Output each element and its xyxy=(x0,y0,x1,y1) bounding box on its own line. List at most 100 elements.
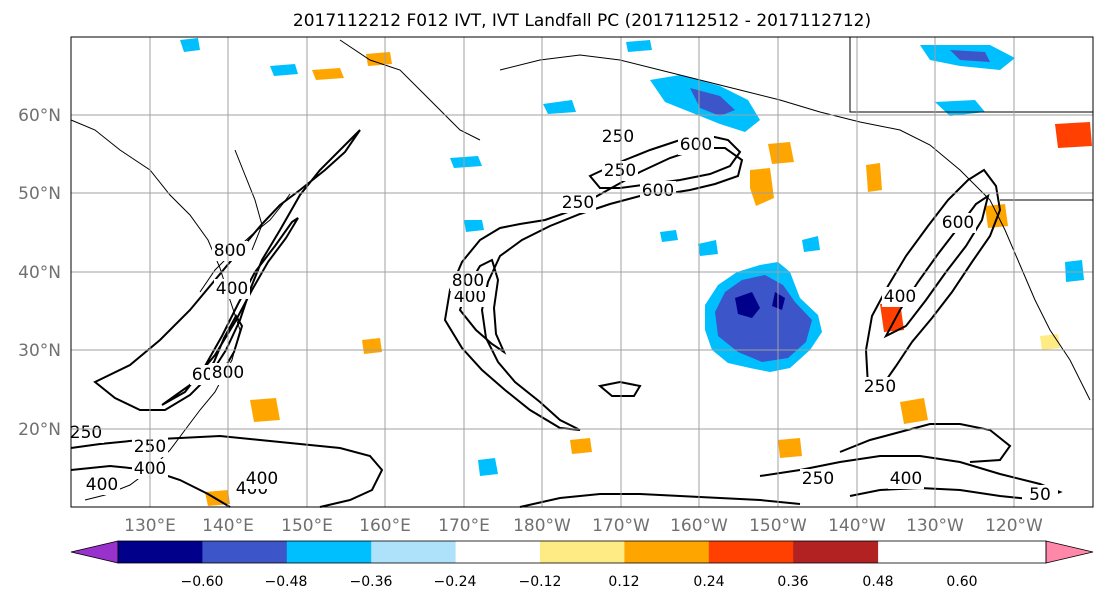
colorbar-tick-label: −0.24 xyxy=(434,574,477,590)
lat-label: 40°N xyxy=(18,263,61,283)
contour-label: 250 xyxy=(602,127,634,147)
negative-anomaly-inner xyxy=(735,292,760,318)
lon-label: 120°W xyxy=(985,516,1043,536)
contour-label-bg xyxy=(678,135,714,155)
contour-label: 400 xyxy=(890,469,922,489)
colorbar-cell xyxy=(286,541,372,563)
colorbar-tick-label: −0.48 xyxy=(265,574,308,590)
lat-label: 20°N xyxy=(18,420,61,440)
negative-anomaly-small xyxy=(478,458,498,476)
map-title: 2017112212 F012 IVT, IVT Landfall PC (20… xyxy=(293,11,871,31)
contour-line xyxy=(519,493,801,508)
lat-label: 50°N xyxy=(18,184,61,204)
positive-anomaly-small xyxy=(250,398,280,422)
contour-label-bg xyxy=(1022,485,1058,505)
positive-anomaly-small xyxy=(570,438,592,454)
contour-label-bg xyxy=(212,241,248,261)
contour-line xyxy=(597,380,642,397)
contour-label-bg xyxy=(244,469,280,489)
contour-label-bg xyxy=(800,469,836,489)
contour-line xyxy=(161,217,299,406)
latitude-labels: 60°N 50°N 40°N 30°N 20°N xyxy=(18,106,61,440)
positive-anomaly-small xyxy=(778,438,802,458)
colorbar-cell xyxy=(793,541,879,563)
contour-label-bg xyxy=(84,475,120,495)
contour-line xyxy=(883,193,990,339)
contour-label: 400 xyxy=(86,475,118,495)
negative-anomaly-small xyxy=(450,156,482,168)
colorbar-tick-label: 0.48 xyxy=(862,574,893,590)
negative-anomaly-small xyxy=(802,236,820,252)
longitude-labels: 130°E 140°E 150°E 160°E 170°E 180°W 170°… xyxy=(124,516,1043,536)
colorbar-outline xyxy=(117,540,1047,564)
graticule xyxy=(71,37,1093,507)
lon-label: 180°W xyxy=(513,516,571,536)
positive-anomaly-small xyxy=(312,68,344,80)
contour-label: 250 xyxy=(604,161,636,181)
colorbar-extend-low xyxy=(70,540,119,564)
contour-label: 400 xyxy=(454,287,486,307)
contour-label: 250 xyxy=(802,469,834,489)
contour-label: 250 xyxy=(562,193,594,213)
lon-label: 130°E xyxy=(124,516,176,536)
colorbar-tick-label: −0.36 xyxy=(350,574,393,590)
contour-label: 50 xyxy=(1029,485,1051,505)
colorbar-cell xyxy=(624,541,710,563)
contour-label: 800 xyxy=(452,271,484,291)
colorbar-cell xyxy=(118,541,203,563)
colorbar-cell xyxy=(371,541,457,563)
contour-label-bg xyxy=(214,279,250,299)
colorbar-tick-label: 0.12 xyxy=(608,574,639,590)
contour-label: 600 xyxy=(680,135,712,155)
lon-label: 170°W xyxy=(592,516,650,536)
colorbar-tick-label: −0.12 xyxy=(519,574,562,590)
contour-label-bg xyxy=(882,287,918,307)
lon-label: 150°E xyxy=(281,516,333,536)
colorbar-extend-high xyxy=(1045,540,1094,564)
negative-anomaly-small xyxy=(698,240,718,256)
contour-label-bg xyxy=(888,469,924,489)
contour-line xyxy=(839,423,1012,463)
negative-anomaly-small xyxy=(1065,260,1084,282)
contour-label: 250 xyxy=(70,423,102,443)
lon-label: 170°E xyxy=(438,516,490,536)
contour-line xyxy=(759,455,1063,502)
positive-anomaly-small xyxy=(1040,334,1060,350)
negative-anomaly-small xyxy=(660,230,678,242)
contour-label: 800 xyxy=(214,241,246,261)
lon-label: 150°W xyxy=(749,516,807,536)
contour-label: 400 xyxy=(216,279,248,299)
contour-line xyxy=(93,129,361,411)
lon-label: 130°W xyxy=(906,516,964,536)
positive-anomaly-small xyxy=(768,142,794,164)
lon-label: 160°E xyxy=(359,516,411,536)
contour-label: 400 xyxy=(884,287,916,307)
contour-line xyxy=(864,168,1002,387)
positive-anomaly-small xyxy=(1055,122,1092,148)
colorbar-tick-label: 0.60 xyxy=(946,574,977,590)
colorbar-tick-label: 0.36 xyxy=(777,574,808,590)
contour-label-bg xyxy=(940,213,976,233)
contour-line xyxy=(588,134,742,189)
lon-label: 140°W xyxy=(828,516,886,536)
contour-label-bg xyxy=(560,193,596,213)
contour-label: 600 xyxy=(642,181,674,201)
contour-label-bg xyxy=(68,423,104,443)
negative-anomaly-small xyxy=(270,64,298,76)
contour-label-bg xyxy=(602,161,638,181)
lat-label: 30°N xyxy=(18,341,61,361)
positive-anomaly-small xyxy=(880,302,904,332)
colorbar-ticks: −0.60 −0.48 −0.36 −0.24 −0.12 0.12 0.24 … xyxy=(181,574,978,590)
colorbar-cells xyxy=(70,540,1094,564)
colorbar: −0.60 −0.48 −0.36 −0.24 −0.12 0.12 0.24 … xyxy=(70,540,1094,590)
positive-anomaly-small xyxy=(362,338,382,354)
contour-label-bg xyxy=(450,271,486,291)
colorbar-tick-label: −0.60 xyxy=(181,574,224,590)
negative-anomaly-core xyxy=(690,88,735,116)
contour-label-bg xyxy=(862,377,898,397)
contour-label: 250 xyxy=(864,377,896,397)
negative-anomaly-small xyxy=(626,40,652,52)
colorbar-tick-label: 0.24 xyxy=(693,574,724,590)
positive-anomaly-small xyxy=(205,490,230,506)
positive-anomaly-small xyxy=(985,204,1008,228)
